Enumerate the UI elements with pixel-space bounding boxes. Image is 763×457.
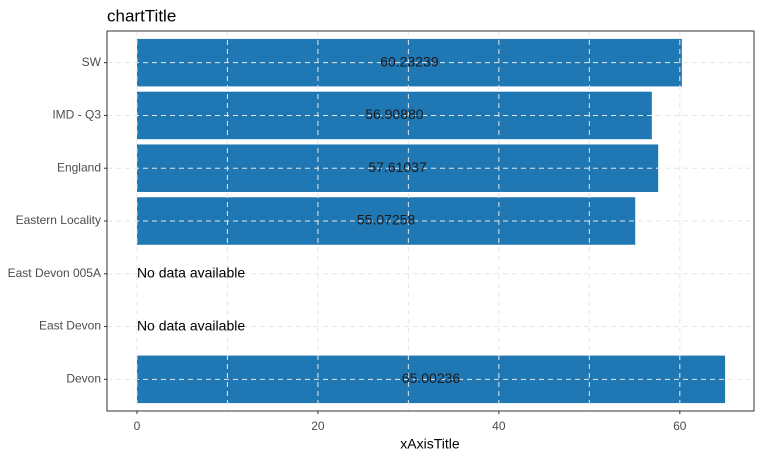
panel-border	[106, 30, 755, 412]
value-label: 57.61037	[368, 159, 427, 175]
y-tick-label: East Devon	[39, 319, 101, 333]
x-axis-title: xAxisTitle	[400, 436, 460, 452]
value-label: 56.90880	[365, 106, 424, 122]
y-tick-label: SW	[82, 55, 102, 69]
value-label: 60.23239	[380, 53, 439, 69]
y-tick-label: Devon	[66, 372, 101, 386]
y-tick-label: England	[57, 160, 101, 174]
x-tick-label: 0	[134, 419, 141, 433]
x-tick-label: 40	[492, 419, 506, 433]
y-tick-label: Eastern Locality	[16, 213, 101, 227]
y-tick-label: East Devon 005A	[8, 266, 101, 280]
x-tick-label: 20	[311, 419, 325, 433]
no-data-label: No data available	[137, 317, 245, 333]
y-tick-label: IMD - Q3	[52, 108, 101, 122]
value-label: 55.07258	[357, 212, 416, 228]
chart-title: chartTitle	[107, 6, 176, 25]
value-label: 65.00236	[402, 370, 461, 386]
x-tick-label: 60	[673, 419, 687, 433]
no-data-label: No data available	[137, 264, 245, 280]
